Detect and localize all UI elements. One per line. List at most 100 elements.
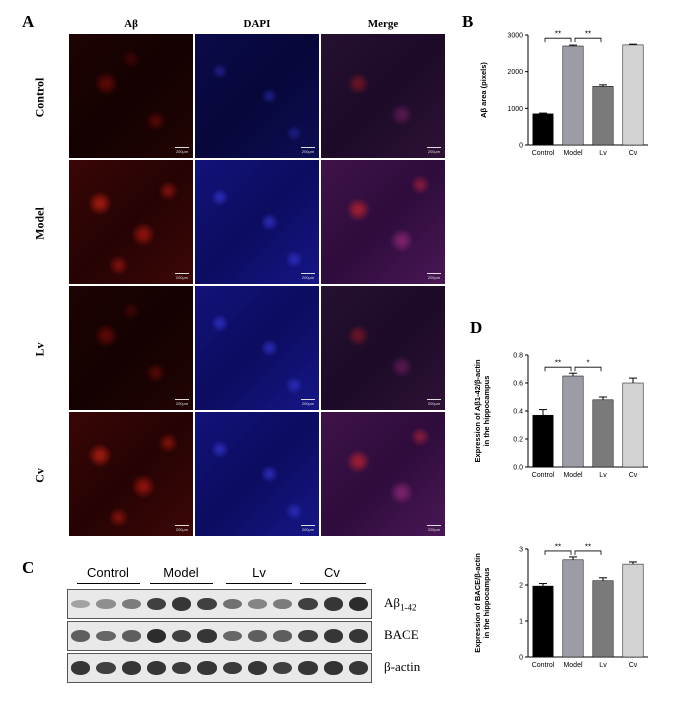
blot-band bbox=[247, 630, 267, 642]
x-tick-label: Lv bbox=[599, 150, 607, 157]
blot-band bbox=[197, 661, 217, 675]
wb-group-line-control bbox=[77, 583, 140, 584]
x-tick-label: Control bbox=[532, 150, 555, 157]
blot-band bbox=[273, 661, 293, 675]
x-tick-label: Control bbox=[532, 472, 555, 479]
micrograph-control-dapi: 200μm bbox=[195, 34, 319, 158]
blot-bace bbox=[67, 621, 372, 651]
blot-band bbox=[172, 661, 192, 675]
micrograph-cv-dapi: 200μm bbox=[195, 412, 319, 536]
x-tick-label: Lv bbox=[599, 662, 607, 669]
significance-bracket bbox=[574, 366, 602, 372]
y-tick-label: 0 bbox=[519, 655, 523, 662]
panel-label-c: C bbox=[22, 558, 35, 577]
blot-band bbox=[146, 629, 166, 643]
x-tick-label: Model bbox=[563, 472, 583, 479]
blot-band bbox=[247, 661, 267, 675]
blot-band bbox=[323, 629, 343, 643]
significance-label: ** bbox=[555, 542, 561, 551]
y-tick-label: 0.4 bbox=[513, 409, 523, 416]
significance-label: * bbox=[586, 359, 589, 368]
blot-band bbox=[298, 661, 318, 675]
row-label-model: Model bbox=[32, 207, 47, 240]
y-tick-label: 1000 bbox=[507, 106, 523, 113]
significance-bracket bbox=[574, 550, 602, 555]
row-label-cv: Cv bbox=[32, 468, 47, 483]
blot-band bbox=[273, 599, 293, 609]
wb-group-line-model bbox=[150, 583, 213, 584]
blot-band bbox=[323, 597, 343, 611]
micrograph-cv-abeta: 200μm bbox=[69, 412, 193, 536]
y-tick-label: 0 bbox=[519, 143, 523, 150]
y-axis-label: Expression of BACE/β-actin bbox=[473, 553, 482, 653]
blot-band bbox=[121, 630, 141, 642]
significance-label: ** bbox=[555, 30, 561, 39]
row-label-control: Control bbox=[32, 77, 47, 118]
column-header-abeta: Aβ bbox=[124, 18, 138, 30]
blot-band bbox=[96, 599, 116, 609]
micrograph-model-abeta: 200μm bbox=[69, 160, 193, 284]
blot-band bbox=[96, 661, 116, 675]
y-tick-label: 0.6 bbox=[513, 381, 523, 388]
blot-band bbox=[121, 599, 141, 609]
blot-band bbox=[146, 661, 166, 675]
wb-group-label-control: Control bbox=[87, 565, 129, 580]
chart-d-bace: 0 1 2 3 Expression of BACE/β-actin in the hip… bbox=[473, 542, 648, 669]
significance-bracket bbox=[574, 37, 602, 43]
micrograph-lv-merge: 200μm bbox=[321, 286, 445, 410]
micrograph-lv-abeta: 200μm bbox=[69, 286, 193, 410]
panel-label-a: A bbox=[22, 12, 35, 31]
blot-band bbox=[197, 597, 217, 611]
blot-band bbox=[121, 661, 141, 675]
y-axis-label: Expression of Aβ1-42/β-actin bbox=[473, 359, 482, 462]
significance-label: ** bbox=[585, 542, 591, 551]
panel-label-b: B bbox=[462, 12, 474, 31]
y-axis-label: Aβ area (pixels) bbox=[479, 62, 488, 118]
blot-band bbox=[172, 629, 192, 643]
micrograph-control-abeta: 200μm bbox=[69, 34, 193, 158]
y-axis-label: in the hippocampus bbox=[482, 568, 491, 639]
micrograph-cv-merge: 200μm bbox=[321, 412, 445, 536]
blot-band bbox=[298, 629, 318, 643]
bar-cv bbox=[622, 382, 644, 468]
x-tick-label: Model bbox=[563, 150, 583, 157]
x-tick-label: Lv bbox=[599, 472, 607, 479]
wb-group-label-lv: Lv bbox=[252, 565, 266, 580]
blot-band bbox=[197, 629, 217, 643]
x-tick-label: Control bbox=[532, 662, 555, 669]
significance-bracket bbox=[544, 550, 572, 555]
x-tick-label: Cv bbox=[629, 662, 638, 669]
y-tick-label: 3 bbox=[519, 547, 523, 554]
x-tick-label: Cv bbox=[629, 150, 638, 157]
bar-model bbox=[562, 375, 584, 468]
blot-band bbox=[298, 597, 318, 611]
bar-control bbox=[532, 414, 554, 468]
blot-band bbox=[96, 630, 116, 642]
blot-band bbox=[247, 599, 267, 609]
blot-band bbox=[71, 599, 91, 609]
bar-cv bbox=[622, 44, 644, 146]
blot-band bbox=[71, 661, 91, 675]
y-tick-label: 0.0 bbox=[513, 465, 523, 472]
bar-lv bbox=[592, 399, 614, 468]
blot-band bbox=[71, 630, 91, 642]
y-tick-label: 2000 bbox=[507, 69, 523, 76]
blot-band bbox=[348, 597, 368, 611]
micrograph-model-merge: 200μm bbox=[321, 160, 445, 284]
significance-label: ** bbox=[585, 30, 591, 39]
significance-bracket bbox=[544, 366, 572, 372]
column-header-dapi: DAPI bbox=[243, 18, 271, 30]
wb-group-label-cv: Cv bbox=[324, 565, 340, 580]
blot-band bbox=[222, 630, 242, 642]
blot-abeta bbox=[67, 589, 372, 619]
y-tick-label: 0.8 bbox=[513, 353, 523, 360]
bar-lv bbox=[592, 86, 614, 146]
blot-band bbox=[222, 598, 242, 610]
micrograph-model-dapi: 200μm bbox=[195, 160, 319, 284]
micrograph-lv-dapi: 200μm bbox=[195, 286, 319, 410]
bar-model bbox=[562, 559, 584, 658]
panel-label-d: D bbox=[470, 318, 483, 337]
bar-control bbox=[532, 113, 554, 146]
significance-label: ** bbox=[555, 359, 561, 368]
row-label-lv: Lv bbox=[32, 342, 47, 357]
